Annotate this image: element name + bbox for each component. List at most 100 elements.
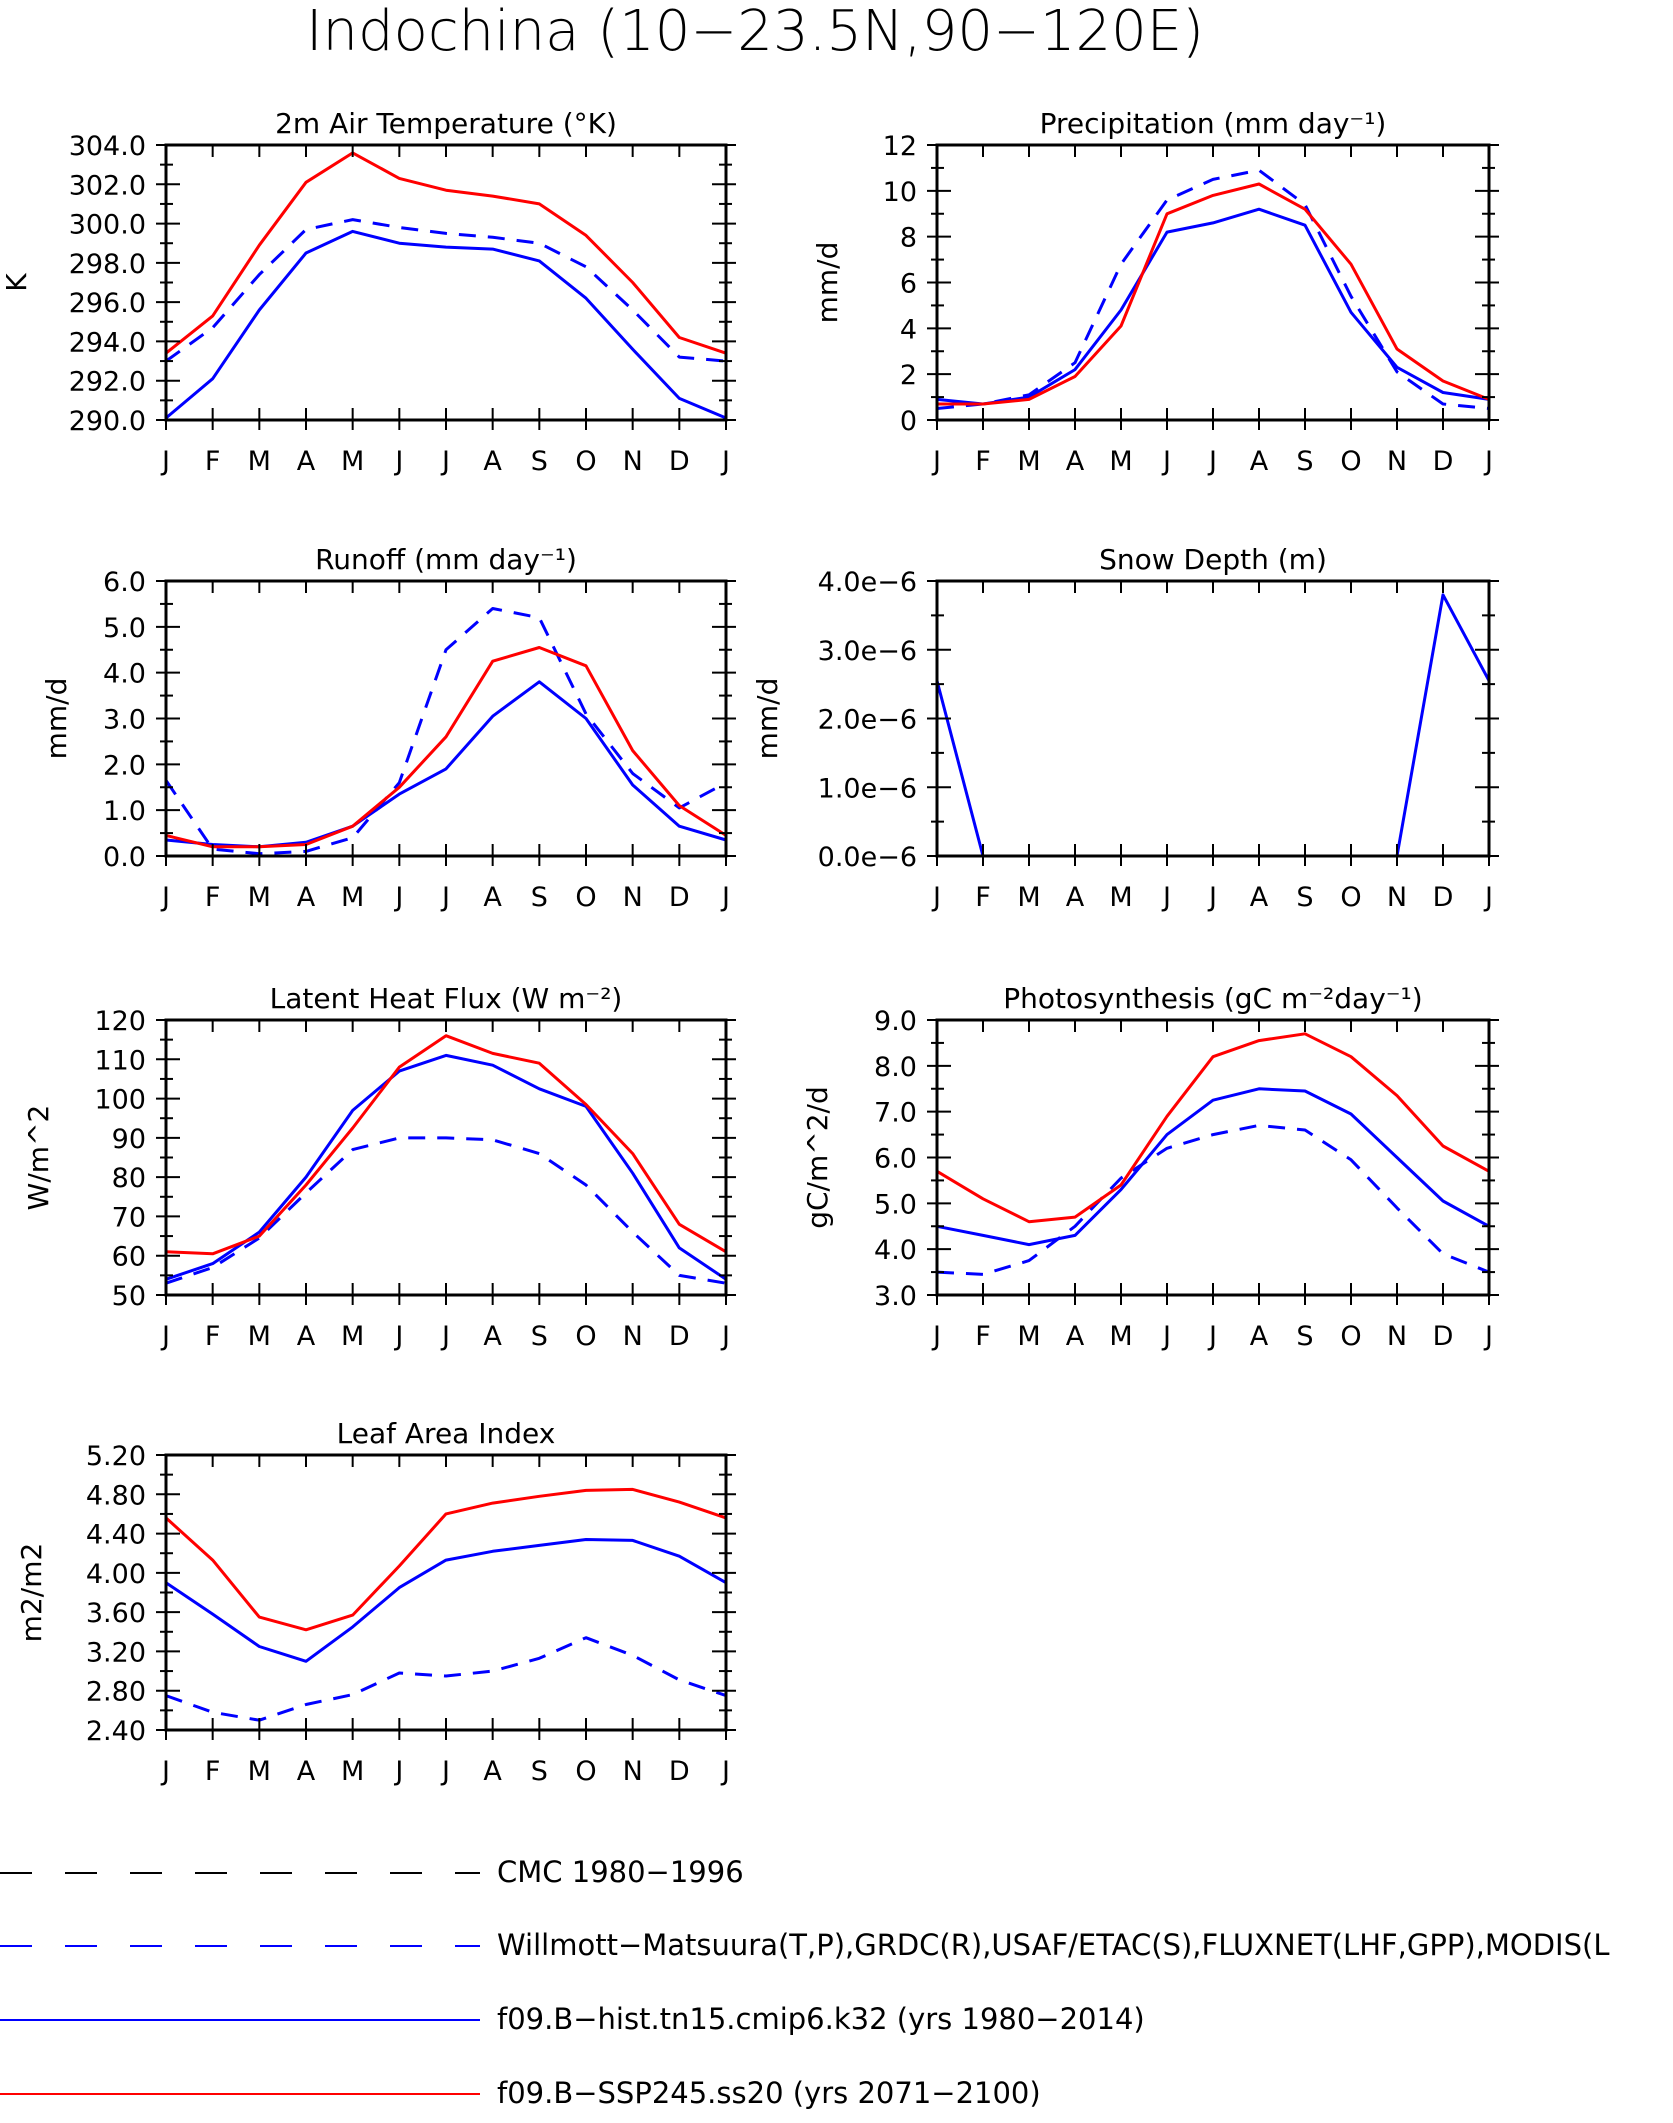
x-tick-label: F bbox=[975, 446, 991, 477]
x-tick-label: D bbox=[669, 1756, 690, 1787]
x-tick-label: M bbox=[341, 1321, 364, 1352]
x-tick-label: J bbox=[160, 882, 170, 913]
y-tick-label: 12 bbox=[883, 131, 917, 162]
series-line-blue-solid bbox=[165, 680, 727, 849]
x-tick-label: A bbox=[297, 1321, 316, 1352]
x-tick-label: J bbox=[1207, 1321, 1217, 1352]
y-tick-label: 50 bbox=[112, 1281, 146, 1312]
x-tick-label: N bbox=[1387, 1321, 1407, 1352]
legend-label-3: f09.B−hist.tn15.cmip6.k32 (yrs 1980−2014… bbox=[497, 2002, 1145, 2036]
y-tick-label: 5.0 bbox=[874, 1189, 917, 1220]
y-tick-label: 4.0e−6 bbox=[818, 567, 917, 598]
x-tick-label: F bbox=[205, 446, 221, 477]
legend-label-1: CMC 1980−1996 bbox=[497, 1855, 744, 1889]
x-tick-label: N bbox=[623, 1321, 643, 1352]
chart-title: Precipitation (mm day⁻¹) bbox=[1040, 107, 1387, 140]
legend-label-4: f09.B−SSP245.ss20 (yrs 2071−2100) bbox=[497, 2076, 1041, 2110]
y-tick-label: 6 bbox=[900, 269, 917, 300]
x-tick-label: O bbox=[575, 1756, 596, 1787]
x-tick-label: J bbox=[1207, 882, 1217, 913]
x-tick-label: N bbox=[623, 446, 643, 477]
x-tick-label: S bbox=[1296, 882, 1313, 913]
y-axis-label: K bbox=[0, 273, 33, 292]
x-tick-label: A bbox=[297, 882, 316, 913]
y-tick-label: 4 bbox=[900, 314, 917, 345]
y-tick-label: 2.80 bbox=[86, 1677, 146, 1708]
chart-panel-4: J F M A M J J A S O N D J0.0e−61.0e−62.0e−63.0e−64.0… bbox=[751, 543, 1499, 913]
chart-title: Leaf Area Index bbox=[337, 1417, 556, 1450]
x-tick-label: A bbox=[483, 882, 502, 913]
y-tick-label: 294.0 bbox=[69, 327, 146, 358]
x-tick-label: S bbox=[531, 1321, 548, 1352]
x-tick-label: O bbox=[575, 1321, 596, 1352]
plot-frame bbox=[935, 1018, 1491, 1297]
x-tick-label: M bbox=[248, 446, 271, 477]
y-tick-label: 0.0e−6 bbox=[818, 842, 917, 873]
series-line-blue-dash bbox=[165, 218, 727, 363]
x-tick-label: J bbox=[931, 1321, 941, 1352]
x-tick-label: M bbox=[248, 1321, 271, 1352]
plot-frame bbox=[164, 1018, 728, 1297]
x-tick-label: D bbox=[1433, 1321, 1454, 1352]
x-tick-label: M bbox=[1017, 882, 1040, 913]
y-tick-label: 296.0 bbox=[69, 288, 146, 319]
x-tick-label: M bbox=[1017, 446, 1040, 477]
y-tick-label: 2.40 bbox=[86, 1716, 146, 1747]
x-tick-label: F bbox=[975, 1321, 991, 1352]
y-tick-label: 70 bbox=[112, 1202, 146, 1233]
y-tick-label: 80 bbox=[112, 1163, 146, 1194]
x-tick-label: F bbox=[975, 882, 991, 913]
y-tick-label: 4.00 bbox=[86, 1559, 146, 1590]
x-tick-label: M bbox=[248, 1756, 271, 1787]
x-tick-label: D bbox=[669, 882, 690, 913]
x-tick-label: A bbox=[483, 1756, 502, 1787]
y-tick-label: 120 bbox=[94, 1006, 146, 1037]
y-axis-label: gC/m^2/d bbox=[801, 1086, 834, 1229]
x-tick-label: O bbox=[1340, 1321, 1361, 1352]
x-tick-label: J bbox=[393, 1756, 403, 1787]
y-tick-label: 90 bbox=[112, 1124, 146, 1155]
x-tick-label: J bbox=[440, 1756, 450, 1787]
legend: CMC 1980−1996 Willmott−Matsuura(T,P),GRDC… bbox=[0, 1855, 1610, 2110]
x-tick-label: N bbox=[1387, 446, 1407, 477]
plot-frame bbox=[164, 579, 728, 858]
x-tick-label: J bbox=[1207, 446, 1217, 477]
x-tick-label: M bbox=[1017, 1321, 1040, 1352]
series-line-blue-dash bbox=[936, 1123, 1490, 1276]
plot-frame bbox=[164, 1453, 728, 1732]
x-tick-label: M bbox=[341, 446, 364, 477]
legend-label-2: Willmott−Matsuura(T,P),GRDC(R),USAF/ETAC… bbox=[497, 1928, 1610, 1962]
y-tick-label: 300.0 bbox=[69, 210, 146, 241]
x-tick-label: J bbox=[720, 1756, 730, 1787]
series-line-blue-dash bbox=[164, 607, 727, 856]
series-line-blue-solid bbox=[165, 229, 727, 420]
x-tick-label: M bbox=[341, 1756, 364, 1787]
x-tick-label: M bbox=[248, 882, 271, 913]
series-line-red-solid bbox=[937, 182, 1490, 406]
plot-frame bbox=[164, 143, 728, 422]
x-tick-label: O bbox=[1340, 446, 1361, 477]
series-line-blue-dash bbox=[936, 168, 1490, 410]
x-tick-label: S bbox=[1296, 1321, 1313, 1352]
series-line-blue-dash bbox=[165, 1636, 727, 1722]
y-tick-label: 1.0 bbox=[103, 796, 146, 827]
y-tick-label: 0.0 bbox=[103, 842, 146, 873]
chart-title: 2m Air Temperature (°K) bbox=[275, 107, 617, 140]
x-tick-label: S bbox=[531, 1756, 548, 1787]
x-tick-label: A bbox=[1250, 1321, 1269, 1352]
y-tick-label: 2.0 bbox=[103, 750, 146, 781]
x-tick-label: M bbox=[1109, 446, 1132, 477]
chart-title: Photosynthesis (gC m⁻²day⁻¹) bbox=[1003, 982, 1422, 1015]
y-tick-label: 2 bbox=[900, 360, 917, 391]
series-line-blue-solid bbox=[936, 1087, 1490, 1247]
x-tick-label: A bbox=[1250, 446, 1269, 477]
x-tick-label: A bbox=[297, 446, 316, 477]
x-tick-label: F bbox=[205, 882, 221, 913]
y-tick-label: 3.0 bbox=[874, 1281, 917, 1312]
x-tick-label: D bbox=[669, 1321, 690, 1352]
x-tick-label: S bbox=[531, 446, 548, 477]
plot-frame bbox=[935, 579, 1491, 858]
x-tick-label: A bbox=[1250, 882, 1269, 913]
